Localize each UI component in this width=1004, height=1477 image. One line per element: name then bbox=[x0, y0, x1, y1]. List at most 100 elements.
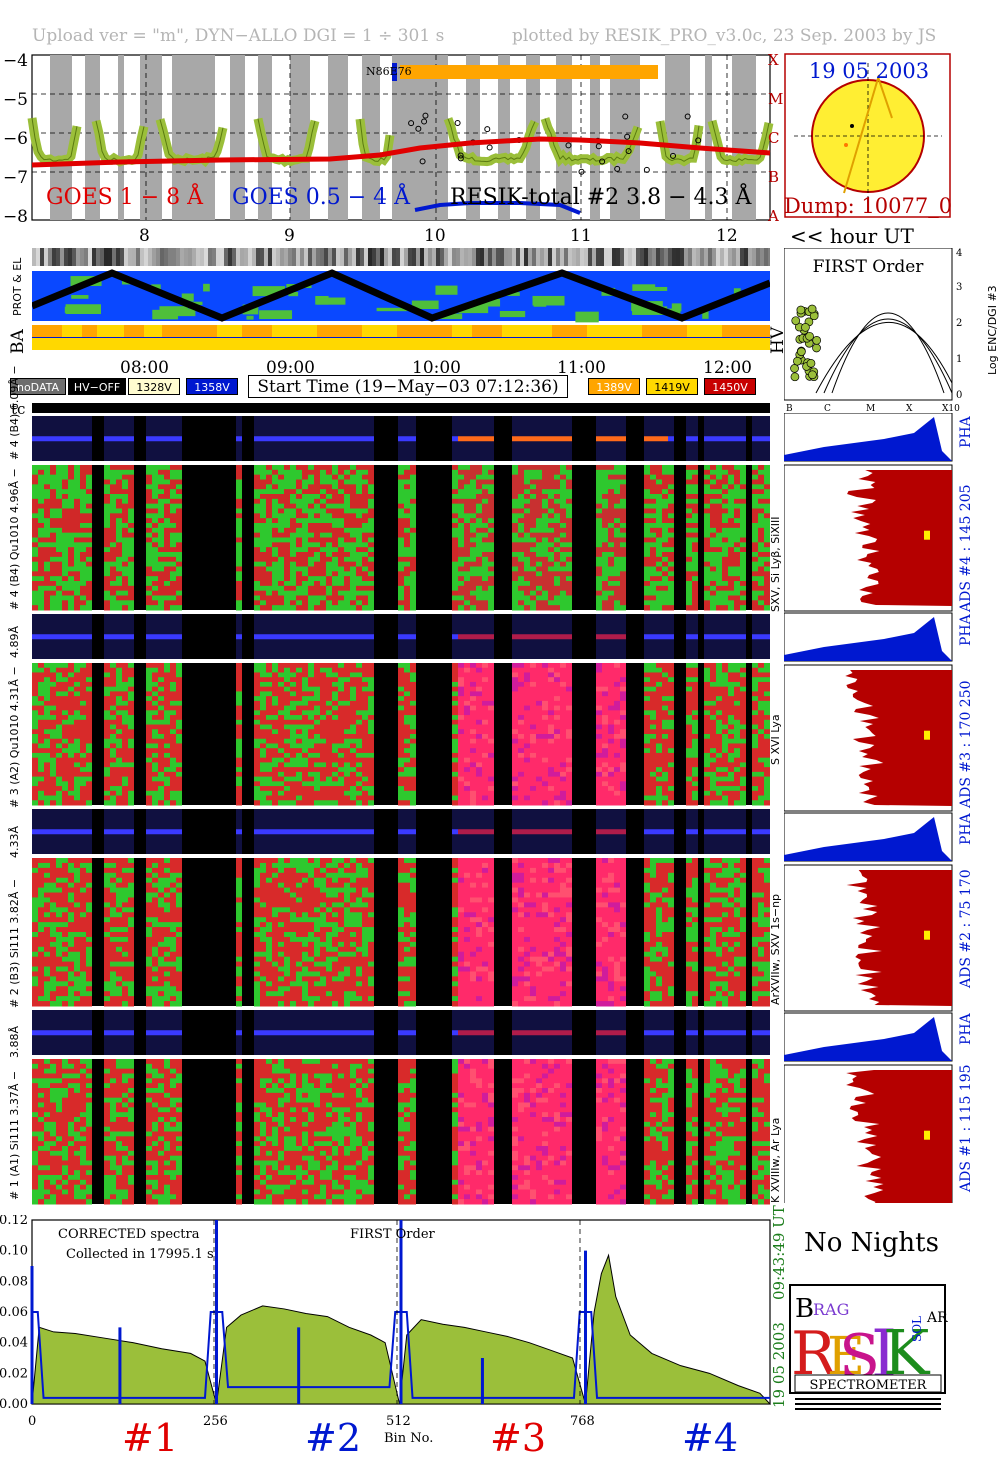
spectrum-cell bbox=[104, 600, 110, 606]
spectrum-cell bbox=[236, 743, 242, 749]
spectrum-cell bbox=[104, 786, 110, 792]
spectrum-cell bbox=[524, 724, 530, 730]
pha-band bbox=[296, 436, 302, 442]
spectrum-cell bbox=[602, 498, 608, 505]
spectrum-cell bbox=[488, 686, 494, 692]
prot-patch bbox=[203, 283, 210, 292]
spectrum-cell bbox=[368, 479, 374, 485]
spectrum-cell bbox=[368, 738, 374, 744]
spectrum-cell bbox=[344, 696, 350, 702]
spectrum-cell bbox=[332, 691, 338, 697]
spectrum-cell bbox=[320, 571, 326, 577]
spectrum-cell bbox=[338, 571, 344, 577]
pha-gap bbox=[224, 614, 230, 659]
spectrum-cell bbox=[344, 590, 350, 596]
spectrum-cell bbox=[272, 771, 278, 778]
el-cell bbox=[600, 248, 604, 266]
spectrum-cell bbox=[308, 532, 314, 538]
spectrum-cell bbox=[164, 729, 170, 735]
spectrum-cell bbox=[758, 542, 764, 548]
spectrum-cell bbox=[170, 469, 176, 476]
spectrum-cell bbox=[692, 537, 698, 543]
spectrum-cell bbox=[320, 552, 326, 558]
spectrum-cell bbox=[362, 552, 368, 558]
spectrum-cell bbox=[686, 518, 692, 524]
spectrum-cell bbox=[44, 771, 50, 778]
spectrum-cell bbox=[356, 719, 362, 726]
spectrum-cell bbox=[326, 800, 332, 806]
spectrum-cell bbox=[464, 677, 470, 683]
pha-band bbox=[350, 436, 356, 442]
spectrum-cell bbox=[686, 552, 692, 558]
spectrum-cell bbox=[320, 479, 326, 485]
spectrum-cell bbox=[278, 576, 284, 582]
prot-patch bbox=[168, 308, 196, 317]
spectrum-cell bbox=[68, 498, 74, 505]
spectrum-cell bbox=[524, 484, 530, 490]
spectrum-cell bbox=[86, 547, 92, 553]
spectrum-cell bbox=[128, 672, 134, 678]
spectrum-cell bbox=[554, 537, 560, 543]
spectrum-cell bbox=[752, 571, 758, 577]
spectrum-cell bbox=[338, 605, 344, 611]
spectrum-cell bbox=[260, 677, 266, 683]
spectrum-cell bbox=[86, 663, 92, 669]
spectrum-cell bbox=[50, 767, 56, 773]
spectrum-cell bbox=[296, 715, 302, 721]
spectrum-cell bbox=[38, 547, 44, 553]
spectrum-cell bbox=[464, 590, 470, 596]
spectrum-cell bbox=[62, 585, 68, 592]
spectrum-cell bbox=[74, 590, 80, 596]
spectrum-cell bbox=[176, 767, 182, 773]
spectrum-cell bbox=[128, 576, 134, 582]
spectrum-cell bbox=[170, 677, 176, 683]
spectrum-cell bbox=[644, 508, 650, 514]
spectrum-cell bbox=[146, 738, 152, 744]
spectrum-cell bbox=[650, 513, 656, 519]
spectrum-cell bbox=[734, 494, 740, 500]
spectrum-cell bbox=[356, 498, 362, 505]
spectrum-cell bbox=[332, 771, 338, 778]
spectrum-cell bbox=[518, 561, 524, 567]
spectrum-cell bbox=[38, 585, 44, 592]
spectrum-cell bbox=[86, 715, 92, 721]
spectrum-cell bbox=[410, 537, 416, 543]
spectrum-cell bbox=[404, 743, 410, 749]
el-cell bbox=[640, 248, 644, 266]
spectrum-cell bbox=[482, 547, 488, 553]
spectrum-cell bbox=[542, 738, 548, 744]
prot-patch bbox=[702, 307, 709, 319]
spectrum-cell bbox=[44, 556, 50, 563]
resik-point bbox=[670, 152, 677, 159]
spectrum-cell bbox=[362, 781, 368, 787]
spectrum-cell bbox=[482, 571, 488, 577]
spectrum-cell bbox=[560, 537, 566, 543]
spectrum-cell bbox=[554, 527, 560, 534]
spectrum-cell bbox=[542, 667, 548, 673]
spectrum-cell bbox=[74, 523, 80, 529]
spectrum-cell bbox=[596, 590, 602, 596]
spectrum-cell bbox=[734, 556, 740, 563]
spectrum-cell bbox=[464, 537, 470, 543]
pha-gap bbox=[200, 614, 206, 659]
spectrum-cell bbox=[470, 605, 476, 611]
el-cell bbox=[668, 248, 672, 266]
spectrum-cell bbox=[548, 800, 554, 806]
el-cell bbox=[540, 248, 544, 266]
spectrum-cell bbox=[266, 800, 272, 806]
spectrum-cell bbox=[548, 561, 554, 567]
spectrum-cell bbox=[350, 781, 356, 787]
spectrum-cell bbox=[254, 469, 260, 476]
spectrum-cell bbox=[32, 762, 38, 768]
prot-patch bbox=[671, 303, 682, 312]
pha-band bbox=[464, 634, 470, 640]
spectrum-cell bbox=[344, 705, 350, 711]
spectrum-cell bbox=[164, 566, 170, 572]
spectrum-cell bbox=[116, 474, 122, 480]
spectrum-cell bbox=[338, 561, 344, 567]
spectrum-cell bbox=[368, 757, 374, 763]
spectrum-cell bbox=[56, 781, 62, 787]
el-cell bbox=[412, 248, 416, 266]
spectrum-cell bbox=[686, 474, 692, 480]
el-cell bbox=[364, 248, 368, 266]
